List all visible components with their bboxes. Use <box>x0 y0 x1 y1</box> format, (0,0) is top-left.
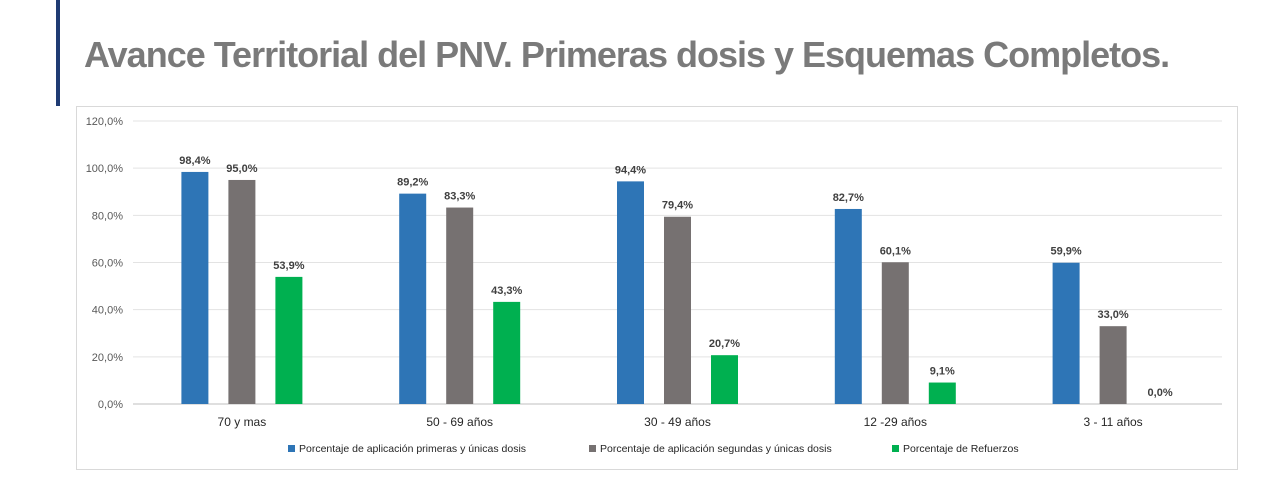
y-tick-label: 80,0% <box>92 210 123 222</box>
data-label: 59,9% <box>1050 246 1081 258</box>
legend-label: Porcentaje de Refuerzos <box>903 443 1019 455</box>
y-tick-label: 100,0% <box>86 163 124 175</box>
x-category-label: 30 - 49 años <box>644 415 711 429</box>
bar <box>181 171 209 404</box>
data-label: 82,7% <box>833 192 864 204</box>
data-label: 43,3% <box>491 285 522 297</box>
bar <box>834 208 862 404</box>
data-label: 98,4% <box>179 155 210 167</box>
bar <box>711 355 738 404</box>
legend-label: Porcentaje de aplicación primeras y únic… <box>299 443 526 455</box>
title-accent-bar <box>56 0 60 106</box>
bar <box>446 207 474 404</box>
data-label: 89,2% <box>397 177 428 189</box>
bar <box>228 179 256 404</box>
page-title: Avance Territorial del PNV. Primeras dos… <box>84 34 1170 75</box>
bar <box>664 216 691 404</box>
data-label: 94,4% <box>615 164 646 176</box>
chart-frame <box>76 106 1238 470</box>
legend-swatch <box>589 445 596 452</box>
data-label: 9,1% <box>930 366 955 378</box>
data-label: 60,1% <box>880 245 911 257</box>
y-tick-label: 120,0% <box>86 116 124 128</box>
x-category-label: 70 y mas <box>218 415 267 429</box>
bar <box>1052 262 1080 404</box>
legend-label: Porcentaje de aplicación segundas y únic… <box>600 443 832 455</box>
x-category-label: 3 - 11 años <box>1084 415 1143 429</box>
legend-swatch <box>288 445 295 452</box>
data-label: 20,7% <box>709 338 740 350</box>
bar <box>399 193 427 404</box>
bar <box>493 301 521 404</box>
x-category-label: 50 - 69 años <box>426 415 493 429</box>
data-label: 79,4% <box>662 200 693 212</box>
y-tick-label: 60,0% <box>92 258 123 270</box>
data-label: 0,0% <box>1148 387 1173 399</box>
data-label: 83,3% <box>444 191 475 203</box>
bar <box>928 382 956 404</box>
bar <box>275 276 303 404</box>
y-tick-label: 40,0% <box>92 305 123 317</box>
bar <box>881 262 909 404</box>
data-label: 33,0% <box>1097 309 1128 321</box>
bar <box>617 181 644 404</box>
data-label: 53,9% <box>273 260 304 272</box>
y-tick-label: 0,0% <box>98 399 123 411</box>
y-tick-label: 20,0% <box>92 352 123 364</box>
bar <box>1099 326 1127 404</box>
data-label: 95,0% <box>226 163 257 175</box>
legend-swatch <box>892 445 899 452</box>
x-category-label: 12 -29 años <box>864 415 927 429</box>
